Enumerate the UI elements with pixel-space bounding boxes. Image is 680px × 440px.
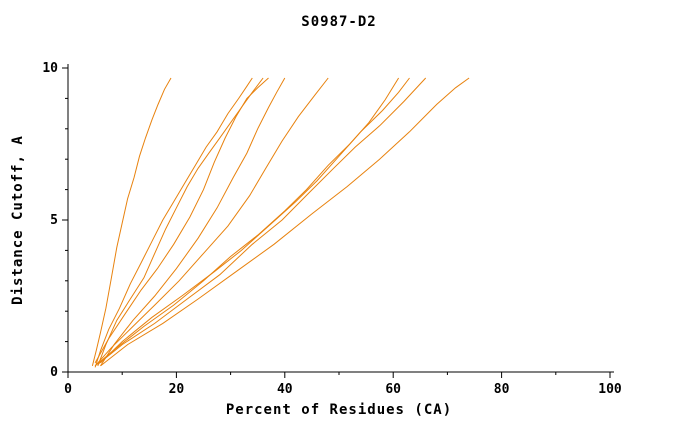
series-line bbox=[94, 77, 400, 367]
y-tick-label: 0 bbox=[50, 365, 58, 380]
series-line bbox=[100, 77, 286, 367]
series-line bbox=[94, 77, 269, 364]
x-tick-label: 40 bbox=[277, 382, 293, 397]
chart-title: S0987-D2 bbox=[301, 14, 377, 30]
x-tick-label: 20 bbox=[169, 382, 185, 397]
series-line bbox=[94, 77, 329, 367]
y-tick-label: 5 bbox=[50, 213, 58, 228]
y-tick-label: 10 bbox=[42, 61, 58, 76]
x-axis-label: Percent of Residues (CA) bbox=[225, 402, 453, 418]
series-line bbox=[91, 77, 172, 367]
series-line bbox=[100, 77, 470, 367]
x-tick-label: 80 bbox=[494, 382, 510, 397]
x-tick-label: 60 bbox=[385, 382, 401, 397]
series-line bbox=[97, 77, 264, 367]
series-line bbox=[100, 77, 410, 364]
x-tick-label: 0 bbox=[64, 382, 72, 397]
series-line bbox=[97, 77, 427, 365]
x-tick-label: 100 bbox=[598, 382, 622, 397]
series-line bbox=[94, 77, 253, 368]
